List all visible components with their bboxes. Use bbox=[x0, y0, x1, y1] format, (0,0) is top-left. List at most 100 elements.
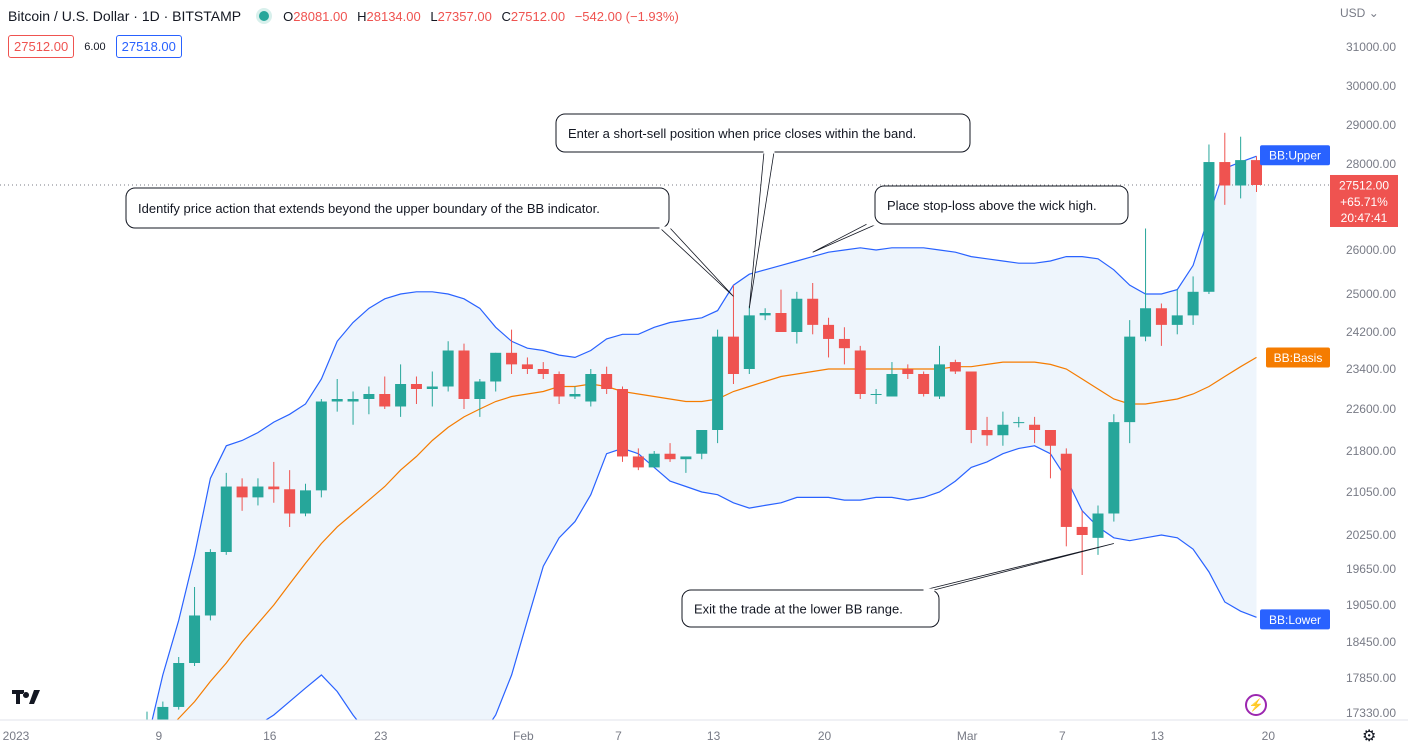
candle bbox=[1171, 289, 1183, 335]
candle bbox=[918, 371, 930, 397]
sell-price-button[interactable]: 27512.00 bbox=[8, 35, 75, 58]
candle-body bbox=[997, 424, 1009, 436]
price-tick-label: 24200.00 bbox=[1346, 325, 1396, 339]
candle-body bbox=[442, 350, 454, 387]
candle bbox=[997, 411, 1009, 446]
price-tick-label: 21800.00 bbox=[1346, 444, 1396, 458]
candle bbox=[1076, 510, 1088, 575]
candle-body bbox=[601, 374, 613, 389]
bb-upper-tag-text: BB:Upper bbox=[1269, 149, 1321, 163]
candle-body bbox=[727, 336, 739, 374]
low-label: L bbox=[430, 8, 438, 24]
time-tick-label: 23 bbox=[374, 729, 388, 743]
price-axis[interactable]: 31000.0030000.0029000.0028000.0027000.00… bbox=[1346, 40, 1396, 720]
bb-upper-tag: BB:Upper bbox=[1260, 145, 1330, 166]
candle-body bbox=[1108, 422, 1120, 514]
callout-joint bbox=[659, 226, 671, 230]
candle-body bbox=[142, 722, 153, 739]
gear-icon[interactable]: ⚙ bbox=[1362, 728, 1377, 745]
tradingview-logo-icon[interactable] bbox=[12, 688, 46, 711]
market-status-icon[interactable] bbox=[259, 11, 270, 21]
currency-selector[interactable]: USD ⌄ bbox=[1340, 6, 1379, 20]
last-price-tag: 27512.00 +65.71% 20:47:41 bbox=[1330, 174, 1398, 227]
candle bbox=[1140, 228, 1152, 342]
candle-body bbox=[664, 453, 676, 460]
time-axis[interactable]: 2023 9 16 23 Feb 7 13 20 Mar 7 13 20 bbox=[0, 719, 1408, 743]
time-tick-label: 2023 bbox=[3, 729, 30, 743]
callout-text: Exit the trade at the lower BB range. bbox=[694, 602, 903, 617]
candle-body bbox=[363, 394, 375, 399]
candle bbox=[1044, 430, 1056, 479]
callout-box bbox=[125, 187, 670, 229]
bb-lower-tag-text: BB:Lower bbox=[1269, 613, 1321, 627]
candle bbox=[189, 587, 201, 666]
high-value: 28134.00 bbox=[366, 8, 421, 24]
candle-body bbox=[712, 336, 724, 430]
candles bbox=[142, 132, 1262, 739]
bb-upper-tag-bg bbox=[1260, 145, 1330, 166]
close-value: 27512.00 bbox=[510, 8, 566, 24]
callout-joint bbox=[923, 588, 935, 592]
candle bbox=[870, 389, 882, 404]
annotation-callout: Identify price action that extends beyon… bbox=[125, 187, 734, 297]
candle-body bbox=[252, 486, 264, 498]
candle bbox=[379, 376, 391, 409]
candle-body bbox=[458, 350, 470, 399]
price-tick-label: 22600.00 bbox=[1346, 402, 1396, 416]
candle-body bbox=[569, 394, 581, 397]
candle-body bbox=[426, 386, 438, 389]
candle-body bbox=[331, 399, 343, 402]
candle-body bbox=[189, 615, 201, 663]
candle-body bbox=[553, 374, 565, 397]
lightning-icon[interactable]: ⚡ bbox=[1245, 694, 1267, 716]
candle-body bbox=[775, 313, 787, 332]
candle bbox=[157, 701, 169, 720]
bb-basis-tag-text: BB:Basis bbox=[1274, 351, 1323, 365]
candle-body bbox=[870, 394, 882, 395]
price-tick-label: 28000.00 bbox=[1346, 157, 1396, 171]
callout-text: Enter a short-sell position when price c… bbox=[568, 126, 916, 141]
candle-body bbox=[823, 324, 835, 339]
candle bbox=[902, 364, 914, 379]
candle bbox=[648, 451, 660, 468]
candle bbox=[553, 371, 565, 404]
open-value: 28081.00 bbox=[293, 8, 348, 24]
candle-body bbox=[1013, 422, 1025, 424]
candle bbox=[458, 343, 470, 409]
candle bbox=[284, 470, 296, 527]
candle bbox=[712, 329, 724, 444]
candle bbox=[474, 379, 486, 417]
candle-body bbox=[585, 374, 597, 402]
candle bbox=[696, 430, 708, 460]
callout-pointer bbox=[923, 543, 1114, 591]
candle-body bbox=[474, 381, 486, 399]
candle-body bbox=[204, 552, 216, 616]
annotation-callout: Exit the trade at the lower BB range. bbox=[681, 543, 1114, 628]
close-label: C bbox=[501, 8, 511, 24]
candle bbox=[1013, 416, 1025, 428]
change-value: −542.00 (−1.93%) bbox=[574, 8, 679, 24]
annotations: Identify price action that extends beyon… bbox=[125, 113, 1129, 628]
price-tick-label: 25000.00 bbox=[1346, 287, 1396, 301]
candle bbox=[632, 448, 644, 471]
candle-body bbox=[157, 706, 169, 720]
spread-value: 6.00 bbox=[84, 40, 106, 53]
candle bbox=[823, 317, 835, 358]
candle bbox=[854, 345, 866, 399]
candle bbox=[236, 478, 248, 511]
candle bbox=[1060, 448, 1072, 547]
candle bbox=[1124, 320, 1136, 444]
buy-price-button[interactable]: 27518.00 bbox=[115, 35, 182, 58]
chevron-down-icon: ⌄ bbox=[1368, 6, 1379, 20]
candle bbox=[1251, 156, 1262, 192]
time-tick-label: 20 bbox=[1262, 729, 1276, 743]
candle bbox=[569, 386, 581, 399]
callout-joint bbox=[866, 222, 878, 226]
candle-body bbox=[680, 456, 692, 460]
candle-body bbox=[1187, 291, 1199, 316]
trade-boxes: 27512.00 6.00 27518.00 bbox=[8, 35, 182, 58]
price-tick-label: 19650.00 bbox=[1346, 562, 1396, 576]
symbol-title[interactable]: Bitcoin / U.S. Dollar · 1D · BITSTAMP bbox=[8, 8, 242, 24]
candle bbox=[442, 341, 454, 392]
